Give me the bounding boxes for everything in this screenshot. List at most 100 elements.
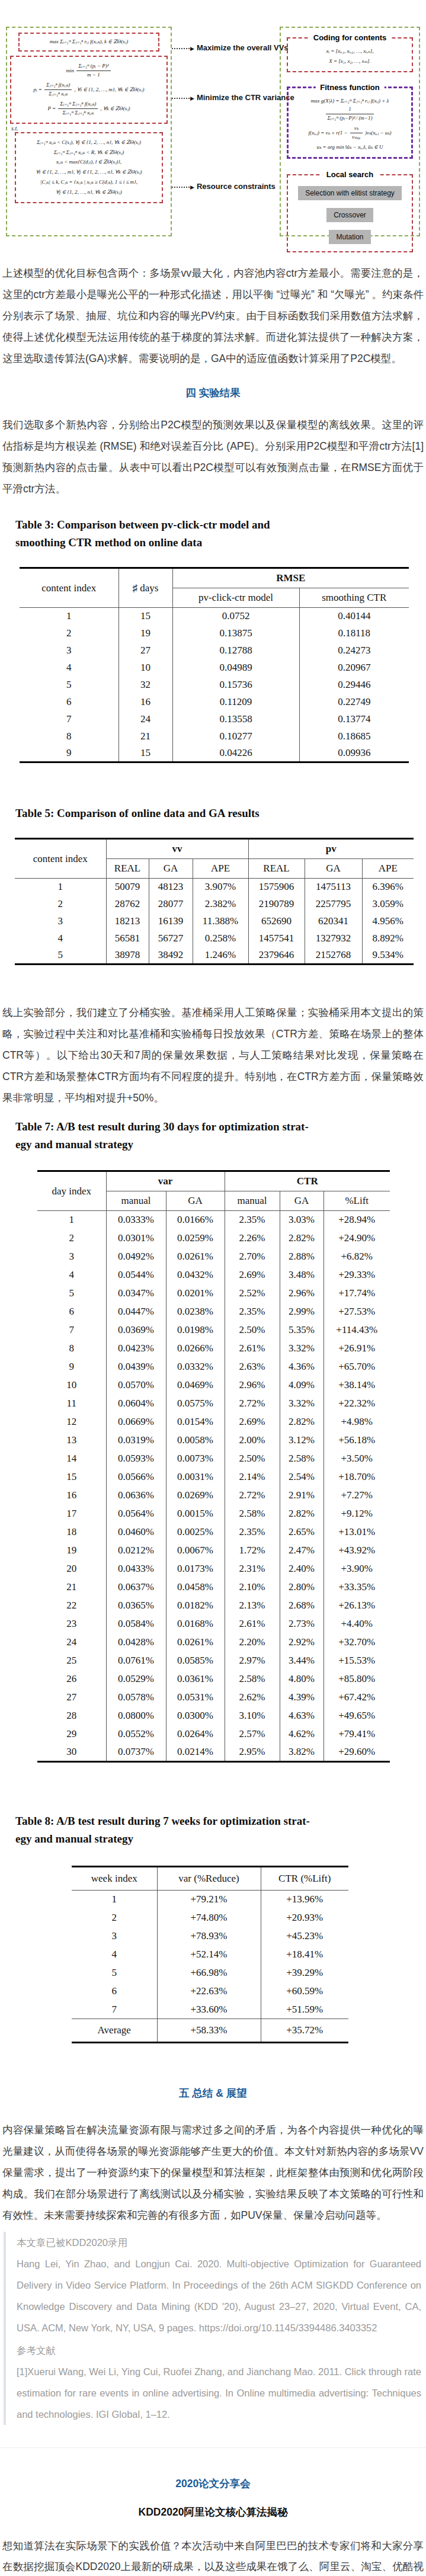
col-header-ga: GA: [305, 859, 362, 879]
annotation-label: Maximize the overall VVs: [197, 43, 289, 52]
table-cell: 1327932: [305, 930, 362, 947]
table-cell: 1: [37, 1211, 106, 1229]
table-cell: 3.059%: [362, 896, 414, 913]
table-cell: 2.47%: [280, 1542, 323, 1560]
table-cell: +43.92%: [323, 1542, 390, 1560]
table-row: 40.0544%0.0432%2.69%3.48%+29.33%: [37, 1266, 390, 1284]
table-cell: +15.53%: [323, 1652, 390, 1670]
table-cell: +17.74%: [323, 1284, 390, 1303]
optimization-model-box: max Σᵢ₌₁ᵐ Σⱼ₌₁ⁿ rᵢⱼ f(xᵢⱼₖ), k ∈ ℤΘ(sⱼ) …: [6, 27, 172, 236]
table-cell: 0.0800%: [106, 1707, 166, 1725]
table-cell: 0.0570%: [106, 1376, 166, 1395]
table-cell: 2.58%: [225, 1670, 280, 1689]
table-cell: 2.10%: [225, 1578, 280, 1597]
table-cell: 0.0432%: [166, 1266, 225, 1284]
table-cell: 0.0238%: [166, 1303, 225, 1321]
selection-step: Selection with elitist strategy: [298, 186, 402, 200]
dotted-arrow-icon: [172, 187, 190, 188]
table-row: 538978384921.246%237964621527689.534%: [15, 947, 414, 965]
table-cell: 2152768: [305, 947, 362, 965]
fraction: Σᵢ₌₁ᵐ Σⱼ₌₁ⁿ f(xᵢⱼₖ)Σᵢ₌₁ᵐ Σⱼ₌₁ⁿ xᵢⱼₖ: [57, 100, 99, 117]
arrow-head-icon: ▶: [190, 46, 194, 52]
table-cell: 28077: [149, 896, 193, 913]
table-row: 150.0566%0.0031%2.14%2.54%+18.70%: [37, 1468, 390, 1486]
table-cell: 0.0168%: [166, 1615, 225, 1633]
table-row: 7240.135580.13774: [20, 711, 409, 728]
table-cell: 2.62%: [225, 1689, 280, 1707]
table-row-average: Average +58.33% +35.72%: [72, 2019, 348, 2043]
table-cell: 8: [20, 728, 118, 745]
table-cell: 4: [15, 930, 106, 947]
table-cell: +18.41%: [261, 1946, 348, 1964]
formula-line: P = Σᵢ₌₁ᵐ Σⱼ₌₁ⁿ f(xᵢⱼₖ)Σᵢ₌₁ᵐ Σⱼ₌₁ⁿ xᵢⱼₖ …: [12, 100, 165, 117]
table8-title-line1: Table 8: A/B test result during 7 weeks …: [15, 1812, 422, 1830]
objective-maximize-formula: max Σᵢ₌₁ᵐ Σⱼ₌₁ⁿ rᵢⱼ f(xᵢⱼₖ), k ∈ ℤΘ(sⱼ): [18, 33, 159, 52]
table8-title-line2: egy and manual strategy: [15, 1830, 422, 1848]
table-cell: 10: [118, 659, 172, 677]
section-heading-summary: 五 总结 & 展望: [0, 2082, 426, 2104]
table3-title-line2: smoothing CTR method on online data: [15, 534, 422, 552]
table-row: 7+33.60%+51.59%: [72, 2001, 348, 2019]
table-cell: +7.27%: [323, 1486, 390, 1505]
arrow-head-icon: ▶: [190, 184, 194, 190]
table-cell: 2.35%: [225, 1523, 280, 1542]
table-cell: 4: [72, 1946, 157, 1964]
table-cell: 13: [37, 1431, 106, 1450]
fraction: vₖvₘₐₓ: [349, 124, 364, 142]
table-cell: 4.63%: [280, 1707, 323, 1725]
table-cell: 2190789: [248, 896, 305, 913]
formula-text: Σⱼ₌₁ⁿ f(xᵢⱼₖ): [44, 81, 72, 89]
table-cell: 2.72%: [225, 1395, 280, 1413]
table-cell: +29.60%: [323, 1744, 390, 1762]
table-cell: 3.32%: [280, 1340, 323, 1358]
table-cell: 1475113: [305, 879, 362, 896]
reference-1: [1]Xuerui Wang, Wei Li, Ying Cui, Ruofei…: [17, 2361, 421, 2425]
table-cell: 0.0347%: [106, 1284, 166, 1303]
formula-line: X = [x₁, x₂, …, xₘ].: [290, 57, 409, 66]
table-cell: 0.0584%: [106, 1615, 166, 1633]
table-row: 250.0761%0.0585%2.97%3.44%+15.53%: [37, 1652, 390, 1670]
table-cell: 2.65%: [280, 1523, 323, 1542]
col-header-ga: GA: [149, 859, 193, 879]
fitness-function-box: Fitness function max g(X|λ) = Σᵢ₌₁ᵐ Σⱼ₌₁…: [287, 86, 413, 159]
table-cell: 3: [15, 913, 106, 930]
table-cell: 18: [37, 1523, 106, 1542]
table-cell: 5.35%: [280, 1321, 323, 1340]
paragraph-offline-evaluation: 我们选取多个新热内容，分别给出P2C模型的预测效果以及保量模型的离线效果。这里的…: [0, 414, 426, 499]
table-cell: 2.82%: [280, 1413, 323, 1431]
table-cell: 16: [37, 1486, 106, 1505]
table-cell: 0.18118: [299, 625, 409, 642]
table-cell: 0.04989: [172, 659, 299, 677]
table-cell: +67.42%: [323, 1689, 390, 1707]
table-cell: +79.21%: [157, 1891, 261, 1909]
fraction: 1Σᵢ₌₁ᵐ (pᵢ−P)² ∕ (m−1): [325, 105, 376, 123]
table-cell: 2.13%: [225, 1597, 280, 1615]
table-cell: 2: [20, 625, 118, 642]
table-cell: +114.43%: [323, 1321, 390, 1340]
table-cell: 27: [118, 642, 172, 659]
table-cell: +52.14%: [157, 1946, 261, 1964]
table-cell: 21: [37, 1578, 106, 1597]
table-cell: 0.0575%: [166, 1395, 225, 1413]
table-row: 1+79.21%+13.96%: [72, 1891, 348, 1909]
table-cell: 3.10%: [225, 1707, 280, 1725]
annotation-label: Resource constraints: [197, 182, 276, 191]
table-cell: 3.12%: [280, 1431, 323, 1450]
formula-line: xᵢ = [xᵢ,₁, xᵢ,₂, …, xᵢ,ₙ],: [290, 47, 409, 56]
table-cell: 2.97%: [225, 1652, 280, 1670]
table-row: 10.0333%0.0166%2.35%3.03%+28.94%: [37, 1211, 390, 1229]
col-header-lift: %Lift: [323, 1191, 390, 1211]
formula-text: , ∀k ∈ ℤΘ(sⱼ): [101, 105, 130, 111]
formula-text: min: [66, 67, 74, 73]
paragraph-model-objectives: 上述模型的优化目标包含两个：多场景vv最大化，内容池内容ctr方差最小。需要注意…: [0, 262, 426, 369]
table-row: 3182131613911.388%6526906203414.956%: [15, 913, 414, 930]
table-cell: 14: [37, 1450, 106, 1468]
col-header-manual: manual: [225, 1191, 280, 1211]
table-cell: +27.53%: [323, 1303, 390, 1321]
formula-text: max g(X|λ) = Σᵢ₌₁ᵐ Σⱼ₌₁ⁿ rᵢⱼ f(xᵢⱼ) + λ: [311, 98, 389, 104]
table-cell: 0.0737%: [106, 1744, 166, 1762]
citation-block: 本文章已被KDD2020录用 Hang Lei, Yin Zhao, and L…: [4, 2232, 421, 2425]
col-header-real: REAL: [248, 859, 305, 879]
fitness-box-title: Fitness function: [315, 83, 384, 92]
table-cell: 28: [37, 1707, 106, 1725]
